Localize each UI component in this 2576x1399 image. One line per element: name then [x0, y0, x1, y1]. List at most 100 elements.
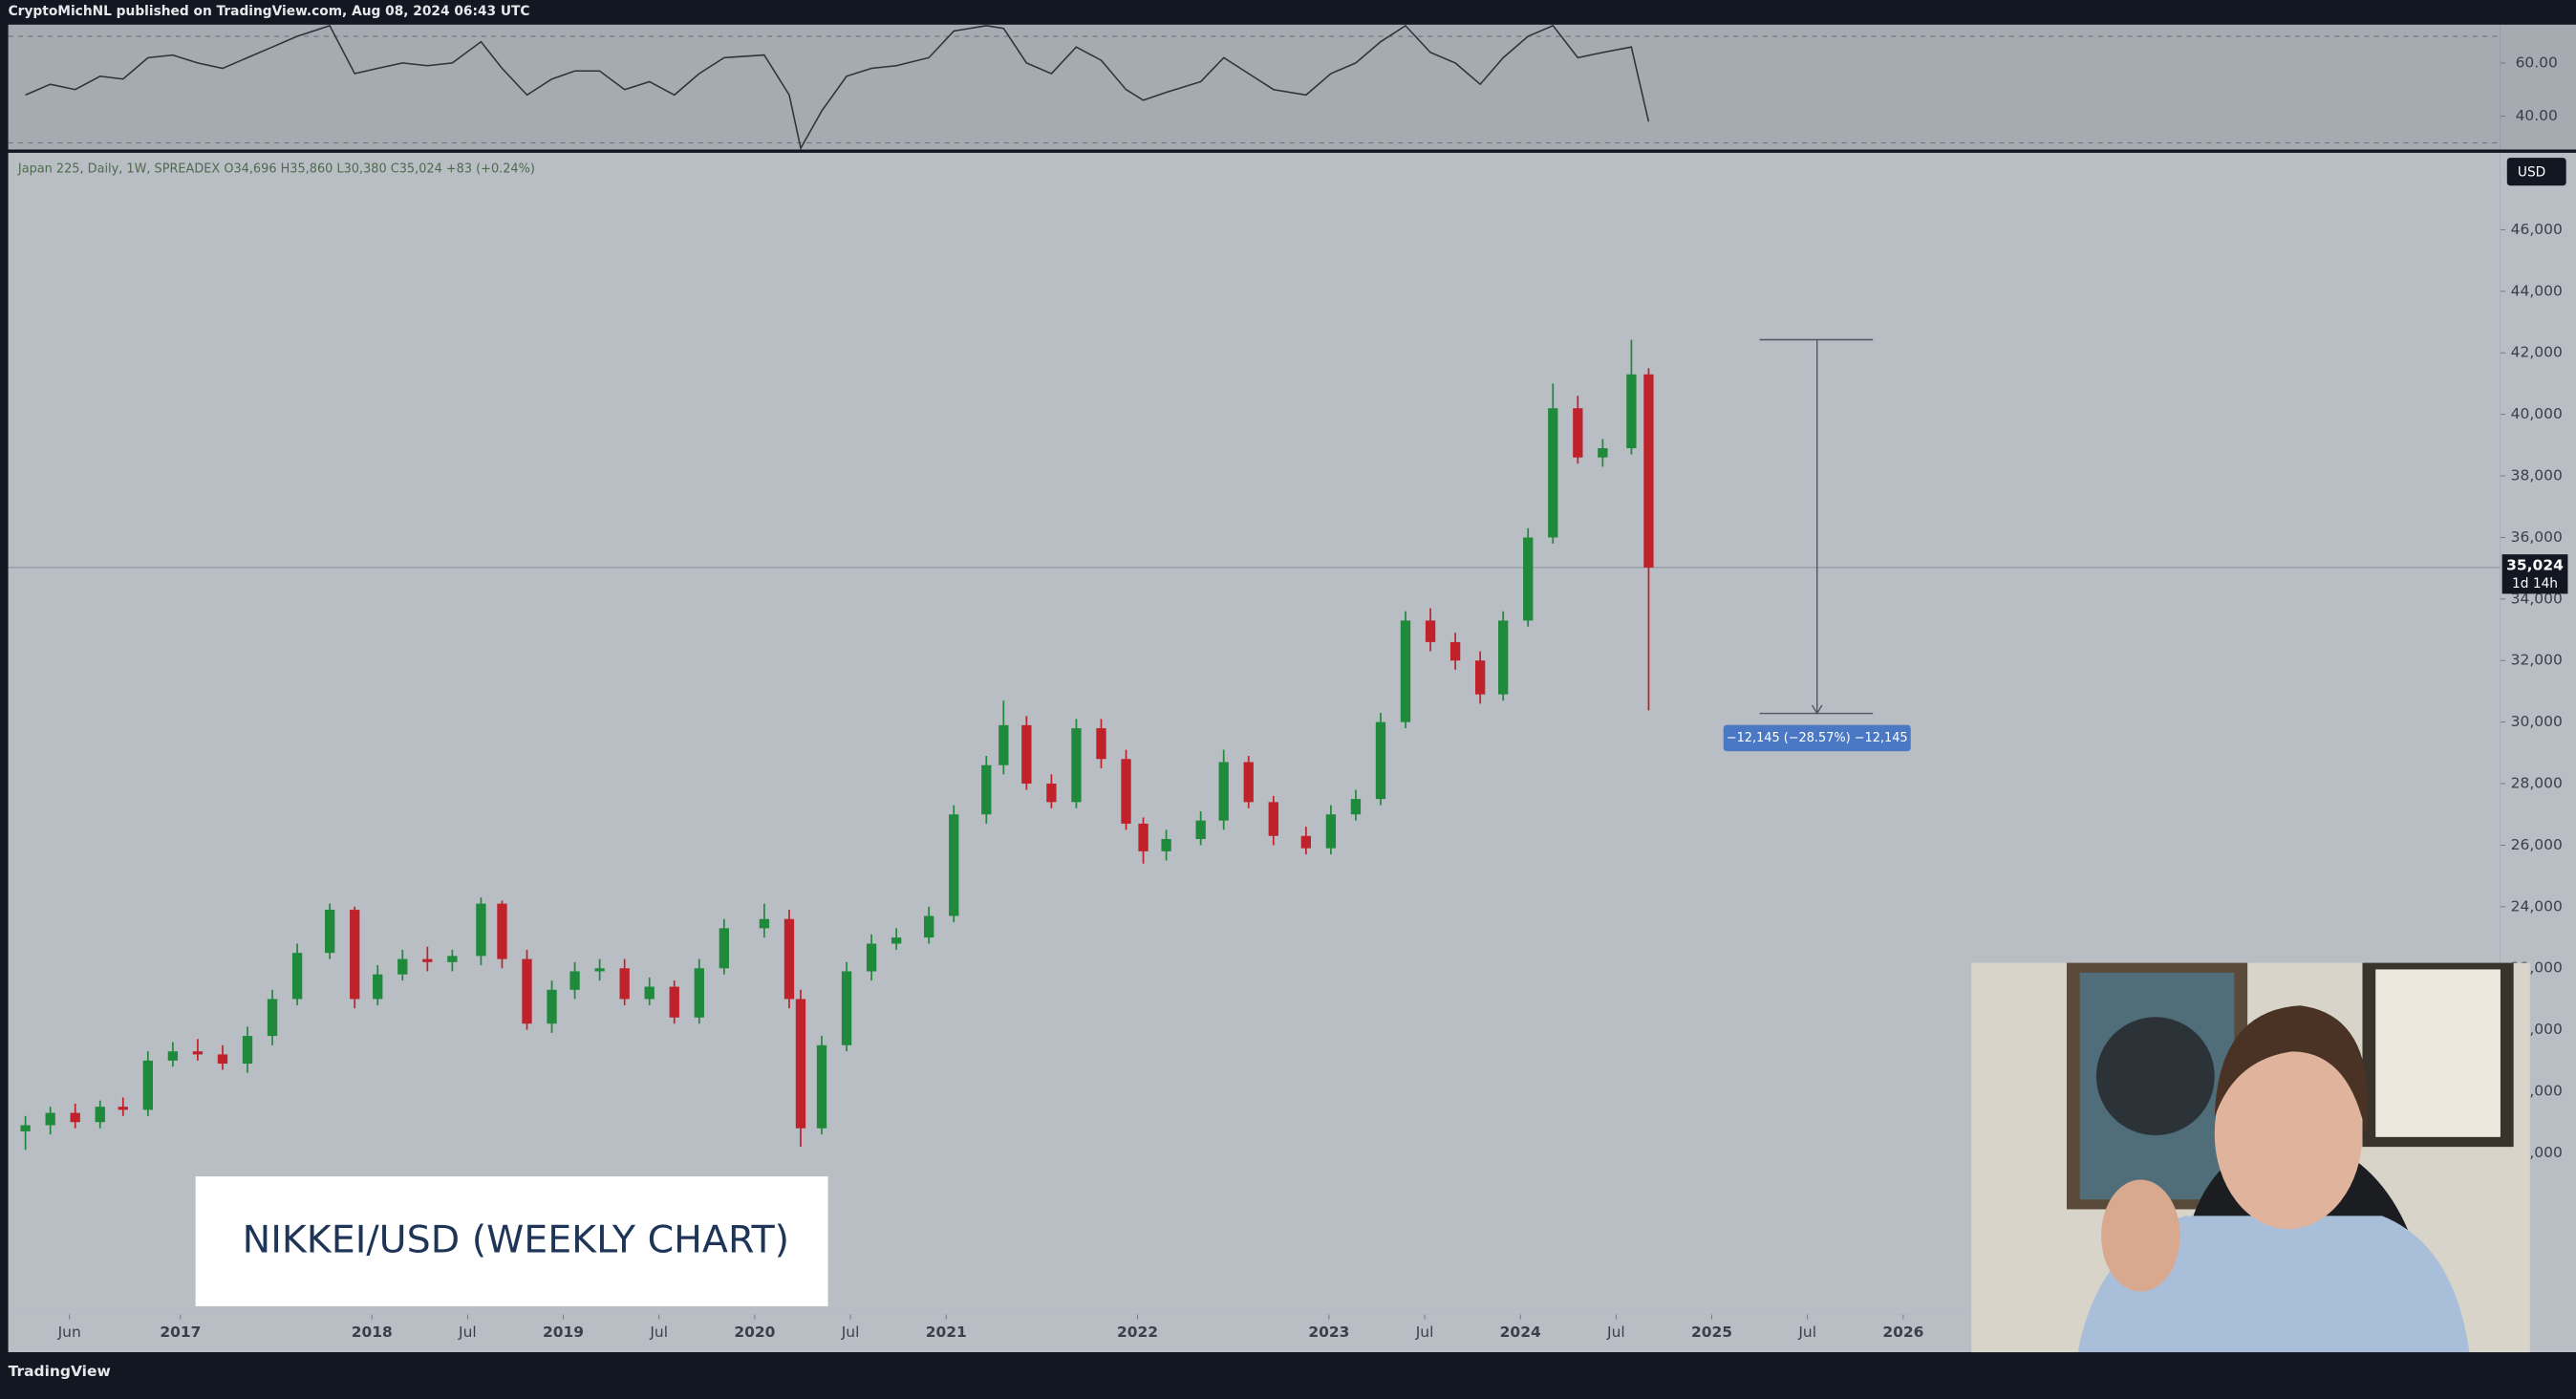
candle-body — [397, 958, 408, 975]
candle-body — [1598, 448, 1608, 458]
candle-body — [1523, 537, 1534, 621]
hair — [2214, 1005, 2368, 1134]
candle-body — [1350, 799, 1362, 815]
candle-body — [866, 943, 877, 972]
y-tick-label: 36,000 — [2511, 528, 2563, 546]
x-tick-label: 2022 — [1117, 1324, 1158, 1341]
candle-body — [192, 1051, 204, 1055]
measure-label-box — [1723, 724, 1911, 752]
candle-body — [795, 999, 806, 1129]
y-tick-label: 24,000 — [2511, 897, 2563, 915]
candle-body — [1218, 762, 1229, 821]
symbol-legend: Japan 225, Daily, 1W, SPREADEX O34,696 H… — [17, 162, 535, 177]
y-tick-label: 32,000 — [2511, 652, 2563, 669]
currency-badge — [2506, 158, 2566, 186]
candle-body — [547, 989, 557, 1024]
candle-body — [118, 1107, 128, 1110]
candle-body — [373, 974, 383, 1000]
candle-body — [20, 1125, 31, 1131]
candle-body — [291, 953, 303, 1000]
y-tick-label: 42,000 — [2511, 344, 2563, 361]
y-tick-label: 26,000 — [2511, 836, 2563, 853]
y-tick-label: 44,000 — [2511, 282, 2563, 299]
candle-body — [1643, 374, 1654, 568]
candle-body — [422, 958, 433, 962]
candle-body — [891, 937, 902, 944]
x-tick-label: Jun — [57, 1324, 81, 1341]
candle-body — [1300, 835, 1312, 849]
candle-body — [1548, 408, 1558, 538]
x-tick-label: 2021 — [926, 1324, 967, 1341]
x-tick-label: 2025 — [1691, 1324, 1732, 1341]
x-tick-label: 2020 — [734, 1324, 775, 1341]
x-tick-label: 2019 — [543, 1324, 584, 1341]
x-tick-label: Jul — [1606, 1324, 1625, 1341]
candle-body — [998, 724, 1009, 765]
y-tick-label: 30,000 — [2511, 713, 2563, 730]
hand — [2101, 1179, 2180, 1292]
candle-body — [1449, 641, 1461, 661]
candle-body — [350, 910, 360, 1000]
candle-body — [142, 1060, 153, 1110]
candle-body — [1071, 728, 1082, 803]
rsi-tick-label: 40.00 — [2516, 107, 2558, 124]
measure-label: −12,145 (−28.57%) −12,145 — [1727, 731, 1908, 745]
candle-body — [569, 971, 580, 990]
candle-body — [694, 968, 704, 1018]
candle-body — [1021, 724, 1032, 785]
candle-body — [1375, 721, 1386, 800]
currency-label: USD — [2518, 165, 2545, 181]
candle-body — [1046, 784, 1057, 803]
rsi-line — [25, 24, 1650, 151]
x-tick-label: 2026 — [1882, 1324, 1923, 1341]
candle-body — [1400, 620, 1411, 722]
candle-body — [669, 986, 679, 1018]
footer-bar — [0, 1352, 2576, 1399]
x-tick-label: 2018 — [352, 1324, 393, 1341]
footer-logo-text: TradingView — [9, 1363, 111, 1380]
x-tick-label: 2023 — [1308, 1324, 1349, 1341]
countdown-label: 1d 14h — [2512, 576, 2558, 592]
webcam — [1971, 962, 2530, 1384]
y-tick-label: 34,000 — [2511, 590, 2563, 607]
candle-body — [949, 814, 959, 916]
candle-body — [816, 1044, 827, 1129]
candle-body — [759, 918, 770, 929]
candle-body — [1325, 814, 1337, 849]
x-tick-label: Jul — [458, 1324, 477, 1341]
candle-body — [476, 903, 486, 957]
x-tick-label: 2017 — [160, 1324, 201, 1341]
candle-body — [447, 956, 458, 962]
poster — [2375, 969, 2501, 1137]
candle-body — [1096, 728, 1106, 760]
candle-body — [167, 1051, 179, 1061]
candle-body — [719, 928, 729, 969]
candle-body — [594, 968, 605, 972]
candle-body — [1121, 759, 1131, 824]
candle-body — [784, 918, 795, 1000]
x-tick-label: Jul — [649, 1324, 668, 1341]
candle-body — [497, 903, 507, 959]
x-tick-label: Jul — [1415, 1324, 1434, 1341]
candle-body — [45, 1112, 55, 1126]
rsi-axis — [2500, 24, 2576, 150]
candle-body — [1268, 802, 1278, 836]
candle-body — [1425, 620, 1436, 642]
candle-body — [1474, 660, 1486, 695]
y-tick-label: 40,000 — [2511, 405, 2563, 422]
candle-body — [267, 999, 278, 1037]
candle-body — [1498, 620, 1509, 695]
candle-body — [522, 958, 532, 1024]
candle-body — [1161, 839, 1171, 851]
candle-body — [1573, 408, 1583, 458]
rsi-pane — [8, 24, 2501, 150]
candle-body — [841, 971, 852, 1045]
candle-body — [1195, 820, 1206, 840]
y-tick-label: 46,000 — [2511, 221, 2563, 238]
measure-arrow — [1811, 704, 1823, 715]
candle-body — [924, 915, 934, 938]
face — [2214, 1038, 2363, 1230]
x-tick-label: Jul — [841, 1324, 860, 1341]
candle-body — [619, 968, 630, 1000]
candle-body — [95, 1107, 105, 1123]
